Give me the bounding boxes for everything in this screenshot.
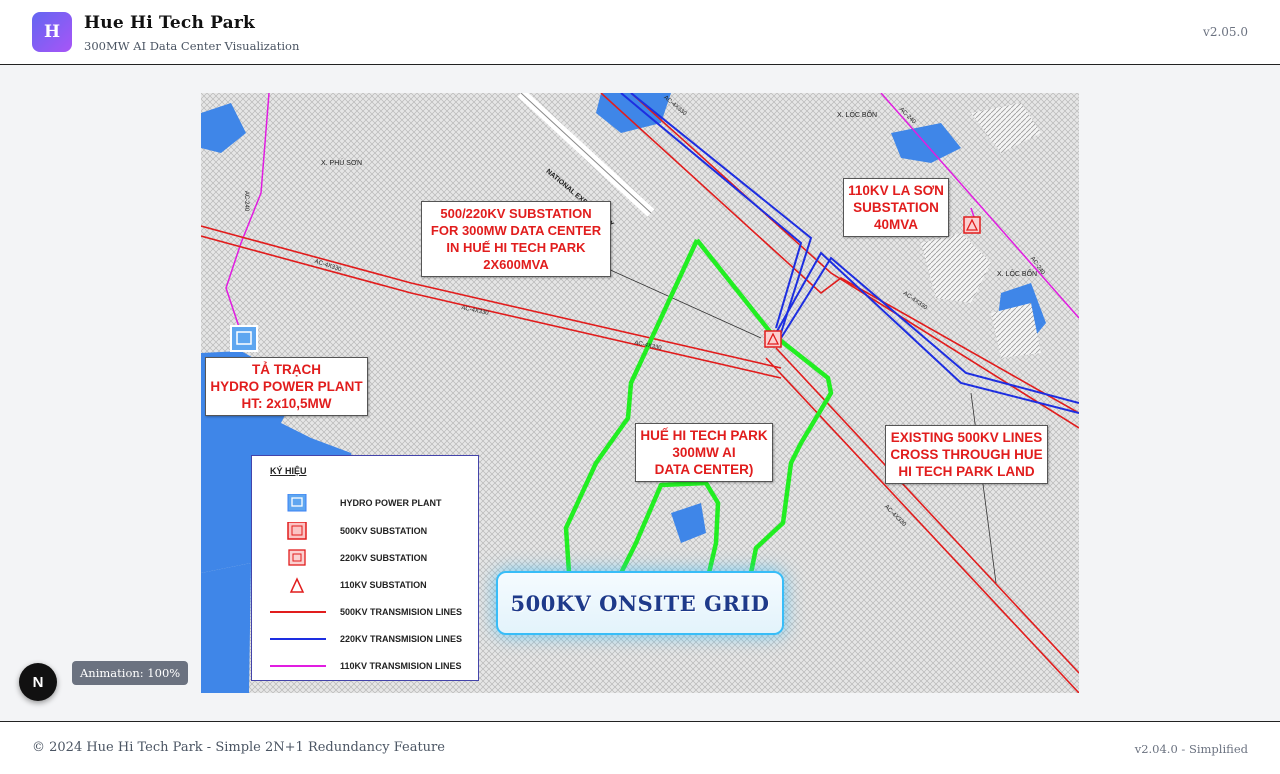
legend-item: 500KV SUBSTATION [270,522,470,540]
label-line: 2X600MVA [483,257,549,272]
substation-220-icon [288,549,306,566]
legend-label: 110KV TRANSMISION LINES [340,661,462,671]
label-line: SUBSTATION [853,200,939,215]
legend-label: 220KV TRANSMISION LINES [340,634,463,644]
app-subtitle: 300MW AI Data Center Visualization [84,39,300,53]
line-code: AC-240 [243,190,250,212]
label-line: HYDRO POWER PLANT [210,379,363,394]
label-line: DATA CENTER) [654,462,754,477]
app-footer: © 2024 Hue Hi Tech Park - Simple 2N+1 Re… [0,721,1280,774]
app-header: H Hue Hi Tech Park 300MW AI Data Center … [0,0,1280,65]
app-logo: H [32,12,72,52]
label-line: 300MW AI [672,445,736,460]
label-line: HI TECH PARK LAND [898,464,1035,479]
la-son-substation-label: 110KV LA SƠN SUBSTATION 40MVA [843,178,949,237]
place-name: X. LỘC BỔN [837,112,878,119]
legend-label: 500KV TRANSMISION LINES [340,607,463,617]
label-line: 110KV LA SƠN [848,183,944,198]
magenta-line-icon [270,665,326,667]
legend-item: 110KV SUBSTATION [270,576,470,594]
legend-label: 500KV SUBSTATION [340,526,428,536]
label-line: FOR 300MW DATA CENTER [430,223,602,238]
substation-500-220-label: 500/220KV SUBSTATION FOR 300MW DATA CENT… [421,201,611,277]
legend-item: 500KV TRANSMISION LINES [270,603,470,621]
ta-trach-label: TẢ TRẠCH HYDRO POWER PLANT HT: 2x10,5MW [205,357,368,416]
tech-park-label: HUẾ HI TECH PARK 300MW AI DATA CENTER) [635,423,773,482]
site-map: X. PHÚ SƠN X. LỘC BỔN X. LỘC BỔN NATIONA… [201,93,1079,693]
label-line: TẢ TRẠCH [252,362,321,377]
version-label: v2.05.0 [1203,25,1248,39]
next-button[interactable]: N [19,663,57,701]
map-legend: KÝ HIỆU HYDRO POWER PLANT 500KV SUBSTATI… [251,455,479,681]
label-line: 40MVA [873,217,918,232]
place-name: X. LỘC BỔN [997,271,1038,278]
legend-title: KÝ HIỆU [270,466,307,476]
animation-status: Animation: 100% [72,661,189,685]
substation-110-icon [289,577,305,593]
label-line: IN HUẾ HI TECH PARK [446,240,586,255]
blue-line-icon [270,638,326,640]
hydro-icon [287,494,307,512]
place-name: X. PHÚ SƠN [321,160,363,167]
red-line-icon [270,611,326,613]
label-line: HUẾ HI TECH PARK [640,428,768,443]
existing-lines-label: EXISTING 500KV LINES CROSS THROUGH HUE H… [885,425,1048,484]
footer-version: v2.04.0 - Simplified [1134,742,1248,756]
legend-label: 110KV SUBSTATION [340,580,427,590]
legend-item: 110KV TRANSMISION LINES [270,657,470,675]
copyright-text: © 2024 Hue Hi Tech Park - Simple 2N+1 Re… [32,740,445,755]
legend-label: 220KV SUBSTATION [340,553,428,563]
legend-item: 220KV TRANSMISION LINES [270,630,470,648]
label-line: 500/220KV SUBSTATION [440,206,592,221]
app-title: Hue Hi Tech Park [84,13,256,33]
legend-label: HYDRO POWER PLANT [340,498,442,508]
substation-500-icon [287,522,307,540]
label-line: HT: 2x10,5MW [241,396,332,411]
legend-item: HYDRO POWER PLANT [270,494,470,512]
label-line: EXISTING 500KV LINES [890,430,1043,445]
label-line: CROSS THROUGH HUE [890,447,1043,462]
legend-item: 220KV SUBSTATION [270,549,470,567]
onsite-grid-badge[interactable]: 500KV ONSITE GRID [496,571,784,635]
